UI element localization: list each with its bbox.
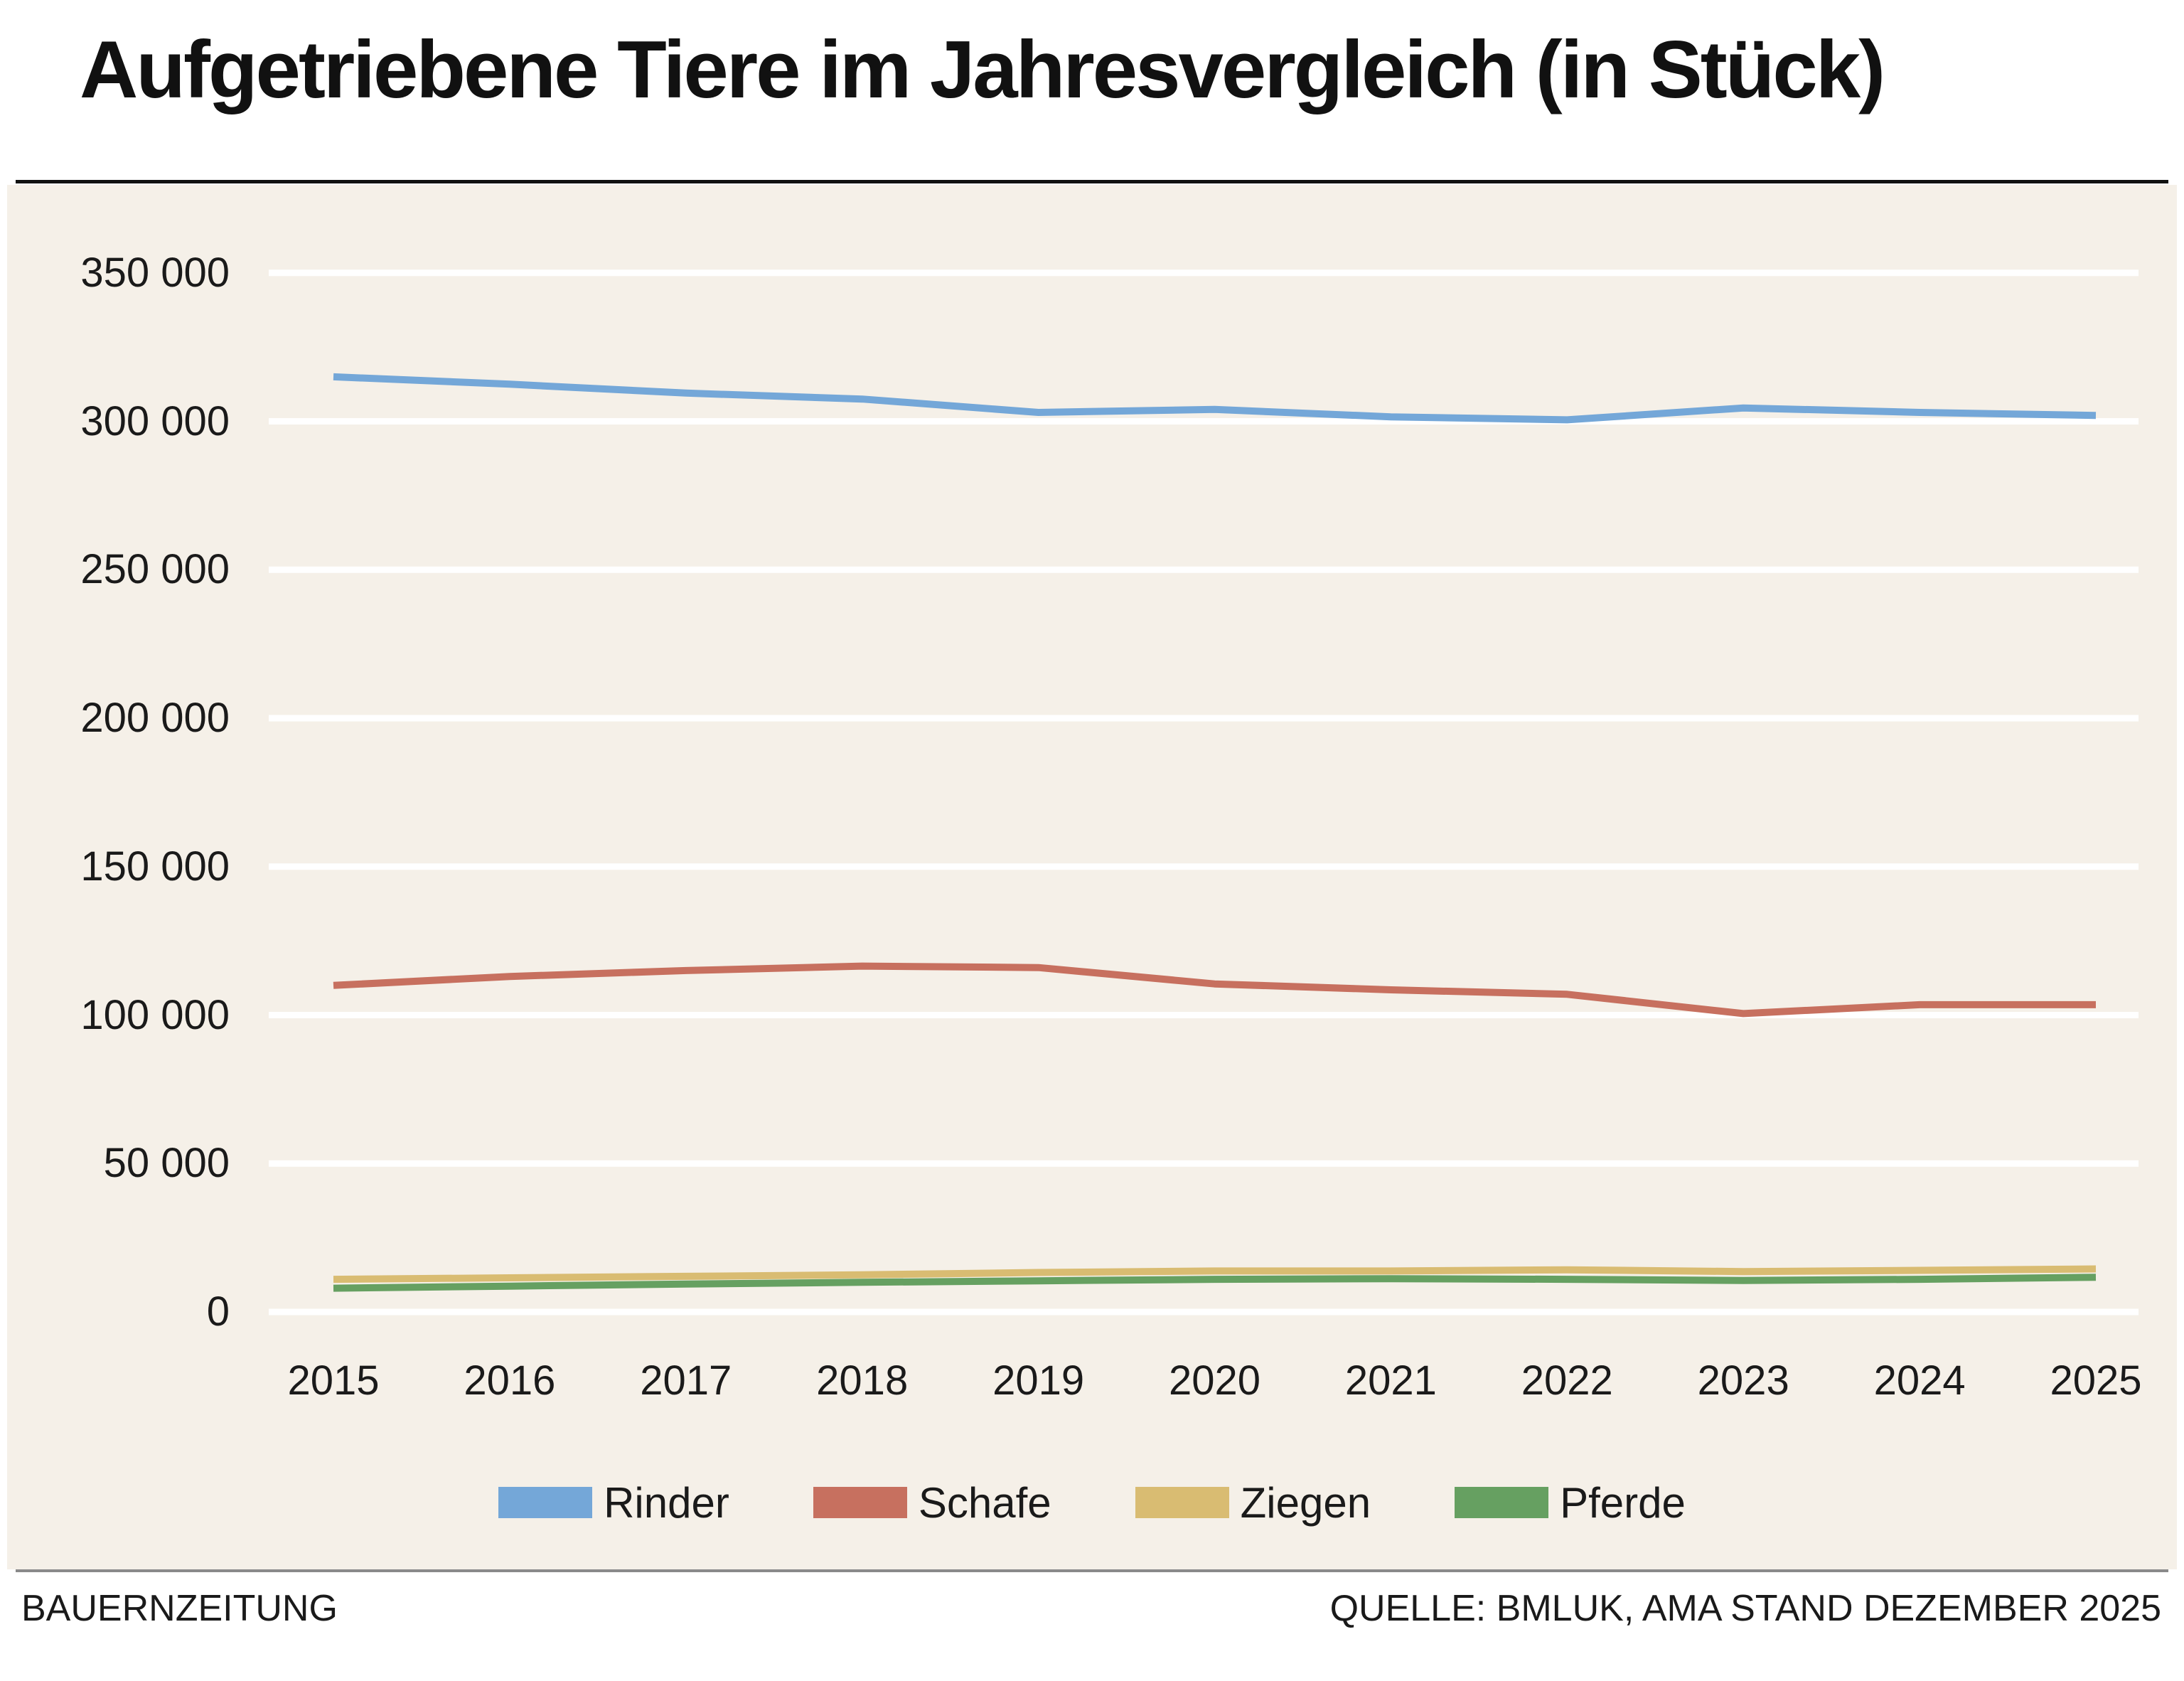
y-axis: 350 000 300 000 250 000 200 000 150 000 100 0… [7,185,2177,1569]
y-axis-tick-label: 50 000 [103,1140,230,1187]
x-axis-tick-label: 2020 [1168,1357,1261,1404]
x-axis-tick-label: 2018 [816,1357,909,1404]
legend-item-schafe: Schafe [813,1478,1051,1527]
legend-swatch-schafe [813,1487,907,1518]
legend-swatch-pferde [1455,1487,1549,1518]
x-axis-tick-label: 2019 [992,1357,1085,1404]
line-chart [269,270,2138,1316]
legend: Rinder Schafe Ziegen Pferde [0,1474,2184,1531]
page-title: Aufgetriebene Tiere im Jahresvergleich (… [80,25,1885,115]
series-line-rinder [333,373,2097,424]
footer-divider [16,1569,2168,1572]
y-axis-tick-label: 200 000 [80,695,230,741]
legend-swatch-ziegen [1135,1487,1229,1518]
legend-label: Pferde [1560,1478,1686,1527]
legend-item-ziegen: Ziegen [1135,1478,1371,1527]
y-axis-tick-label: 250 000 [80,546,230,593]
legend-item-pferde: Pferde [1455,1478,1686,1527]
legend-label: Schafe [918,1478,1051,1527]
y-axis-tick-label: 0 [206,1288,230,1335]
chart-panel: 350 000 300 000 250 000 200 000 150 000 100 0… [7,185,2177,1569]
series-line-ziegen [333,1265,2097,1284]
x-axis-tick-label: 2015 [287,1357,380,1404]
x-axis-tick-label: 2024 [1873,1357,1966,1404]
series-line-pferde [333,1274,2097,1292]
y-axis-tick-label: 300 000 [80,397,230,444]
x-axis-tick-label: 2016 [464,1357,556,1404]
y-axis-tick-label: 100 000 [80,991,230,1038]
x-axis-tick-label: 2023 [1697,1357,1789,1404]
y-axis-tick-label: 350 000 [80,249,230,296]
x-axis-tick-label: 2017 [640,1357,732,1404]
legend-label: Rinder [604,1478,729,1527]
x-axis-tick-label: 2025 [2050,1357,2142,1404]
y-axis-tick-label: 150 000 [80,843,230,890]
legend-item-rinder: Rinder [498,1478,729,1527]
x-axis: 2015 2016 2017 2018 2019 2020 2021 2022 2023 2024… [7,185,2177,1569]
legend-label: Ziegen [1240,1478,1371,1527]
x-axis-tick-label: 2022 [1521,1357,1613,1404]
source-credit: QUELLE: BMLUK, AMA STAND DEZEMBER 2025 [1329,1588,2161,1629]
series-line-schafe [333,962,2096,1018]
x-axis-tick-label: 2021 [1344,1357,1437,1404]
legend-swatch-rinder [498,1487,593,1518]
publisher-credit: BAUERNZEITUNG [21,1588,338,1629]
title-divider [16,180,2168,183]
